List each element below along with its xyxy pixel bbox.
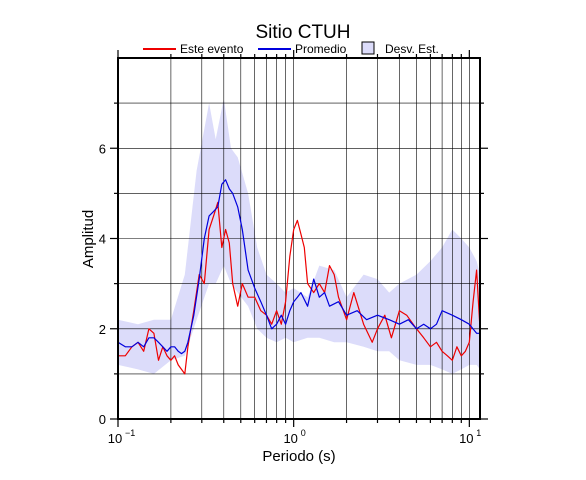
y-tick-label: 0	[99, 412, 106, 427]
x-tick-label-exponent: −1	[125, 428, 135, 438]
plot-area	[118, 58, 480, 419]
event-series-line	[118, 201, 480, 375]
legend-label-mean: Promedio	[295, 42, 347, 56]
legend-label-event: Este evento	[180, 42, 244, 56]
std-dev-band	[118, 98, 480, 374]
x-tick-label: 10	[108, 431, 122, 446]
y-axis-label: Amplitud	[80, 210, 97, 268]
y-tick-label: 6	[99, 141, 106, 156]
legend-label-band: Desv. Est.	[385, 42, 439, 56]
y-tick-label: 2	[99, 322, 106, 337]
legend-swatch-band	[361, 41, 375, 55]
x-axis: 10 −1 10 0 10 1	[108, 50, 481, 446]
y-axis: 0 2 4 6	[99, 102, 488, 427]
grid	[118, 58, 480, 419]
y-tick-label: 4	[99, 232, 106, 247]
x-tick-label: 10	[459, 431, 473, 446]
mean-series-line	[118, 179, 480, 355]
x-tick-label: 10	[283, 431, 297, 446]
x-tick-label-exponent: 1	[476, 428, 481, 438]
x-tick-label-exponent: 0	[301, 428, 306, 438]
x-axis-label: Periodo (s)	[262, 448, 335, 465]
legend: Este evento Promedio Desv. Est.	[143, 41, 439, 56]
chart-title: Sitio CTUH	[255, 22, 350, 43]
